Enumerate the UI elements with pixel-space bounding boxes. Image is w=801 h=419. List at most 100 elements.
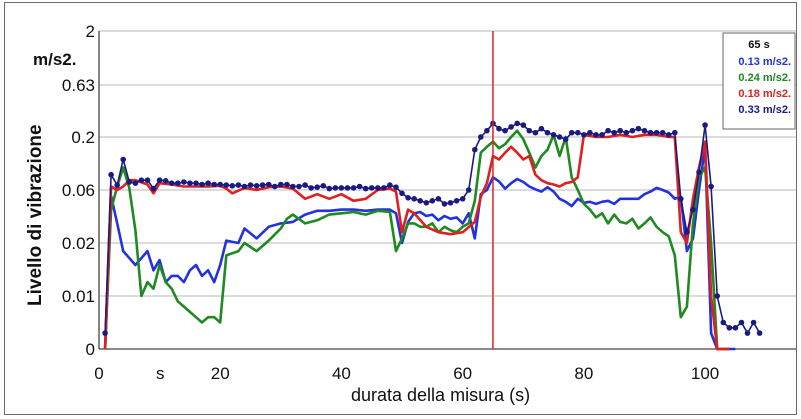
legend-header: 65 s — [748, 39, 769, 51]
y-tick-labels: 0 0.01 0.02 0.06 0.2 0.63 2 — [62, 22, 95, 359]
series-point — [447, 200, 454, 206]
series-point — [556, 134, 563, 140]
series-point — [496, 125, 502, 132]
series-point — [744, 330, 751, 336]
series-point — [453, 198, 460, 204]
series-point — [732, 325, 739, 331]
series-point — [593, 132, 599, 138]
series-point — [144, 177, 151, 183]
series-point — [544, 129, 551, 136]
series-point — [587, 129, 593, 136]
series-point — [484, 127, 490, 134]
y-tick-label: 0.63 — [62, 76, 95, 95]
series-point — [726, 325, 733, 331]
series-point — [435, 196, 442, 202]
series-point — [187, 180, 193, 186]
series-point — [217, 181, 223, 188]
series-point — [399, 190, 405, 197]
series-point — [296, 183, 302, 190]
series-point — [738, 319, 745, 326]
x-tick-label: 60 — [453, 364, 472, 383]
series-point — [381, 185, 387, 191]
series-point — [647, 129, 654, 136]
series-point — [599, 132, 605, 138]
series-point — [411, 196, 418, 202]
series-point — [138, 177, 145, 183]
legend-entry-4: 0.33 m/s2. — [738, 104, 791, 116]
series-point — [344, 185, 351, 191]
series-point — [168, 180, 175, 186]
y-tick-label: 0.06 — [62, 181, 95, 200]
legend-entry-1: 0.13 m/s2. — [738, 56, 791, 68]
x-tick-label: 20 — [211, 364, 230, 383]
series-point — [302, 182, 308, 188]
series-point — [223, 182, 230, 188]
series-point — [278, 181, 284, 188]
legend-entry-2: 0.24 m/s2. — [738, 72, 791, 84]
series-point — [235, 182, 242, 188]
series-point — [338, 185, 345, 191]
series-point — [502, 127, 508, 134]
series-point — [629, 127, 636, 134]
y-axis-label: Livello di vibrazione — [25, 124, 46, 306]
series-point — [635, 125, 642, 132]
y-tick-label: 0.01 — [62, 287, 95, 306]
series-point — [617, 127, 623, 134]
series-point — [665, 132, 672, 138]
series-point — [284, 181, 290, 188]
series-point — [150, 185, 157, 192]
series-point — [702, 122, 708, 128]
series-point — [193, 180, 199, 186]
series-point — [181, 179, 187, 185]
y-tick-label: 0.02 — [62, 234, 95, 253]
x-tick-label: 0 — [94, 364, 103, 383]
series-point — [253, 183, 260, 189]
series-point — [520, 122, 527, 128]
series-point — [247, 182, 254, 188]
y-tick-label: 0.2 — [71, 128, 95, 147]
series-point — [132, 180, 139, 186]
series-point — [393, 184, 399, 190]
series-point — [459, 196, 466, 202]
series-point — [314, 184, 321, 190]
series-point — [508, 124, 514, 130]
series-point — [332, 185, 339, 191]
y-tick-label: 0 — [86, 340, 95, 359]
series-point — [750, 319, 757, 326]
series-point — [708, 183, 714, 190]
series-point — [684, 229, 690, 235]
series-point — [690, 206, 696, 213]
series-line-3 — [103, 133, 730, 351]
y-tick-label: 2 — [86, 22, 95, 41]
series-point — [326, 185, 333, 192]
series-point — [678, 196, 684, 202]
legend-entry-3: 0.18 m/s2. — [738, 88, 791, 100]
series-point — [538, 125, 545, 132]
x-unit-tick: s — [156, 364, 165, 383]
series-point — [387, 182, 393, 188]
series-point — [375, 185, 381, 191]
series-point — [362, 185, 369, 192]
series-point — [472, 146, 478, 153]
series-point — [308, 185, 314, 191]
series-point — [696, 169, 702, 175]
series-point — [720, 319, 727, 326]
series-point — [550, 132, 557, 138]
series-point — [114, 182, 120, 188]
series-point — [611, 129, 617, 136]
series-point — [102, 330, 108, 336]
series-point — [162, 178, 169, 184]
series-markers — [102, 120, 763, 336]
series-point — [241, 183, 248, 190]
series-line-1 — [103, 145, 736, 351]
series-point — [465, 187, 472, 193]
series-point — [259, 182, 266, 188]
x-tick-label: 80 — [574, 364, 593, 383]
series-point — [653, 129, 660, 136]
series-point — [756, 330, 763, 336]
series-point — [526, 127, 533, 134]
series-point — [605, 127, 611, 134]
series-line-2 — [103, 129, 730, 351]
vibration-chart: 0 0.01 0.02 0.06 0.2 0.63 2 0 20 40 60 80 100 m/s2.… — [25, 22, 796, 405]
series-point — [120, 156, 126, 163]
